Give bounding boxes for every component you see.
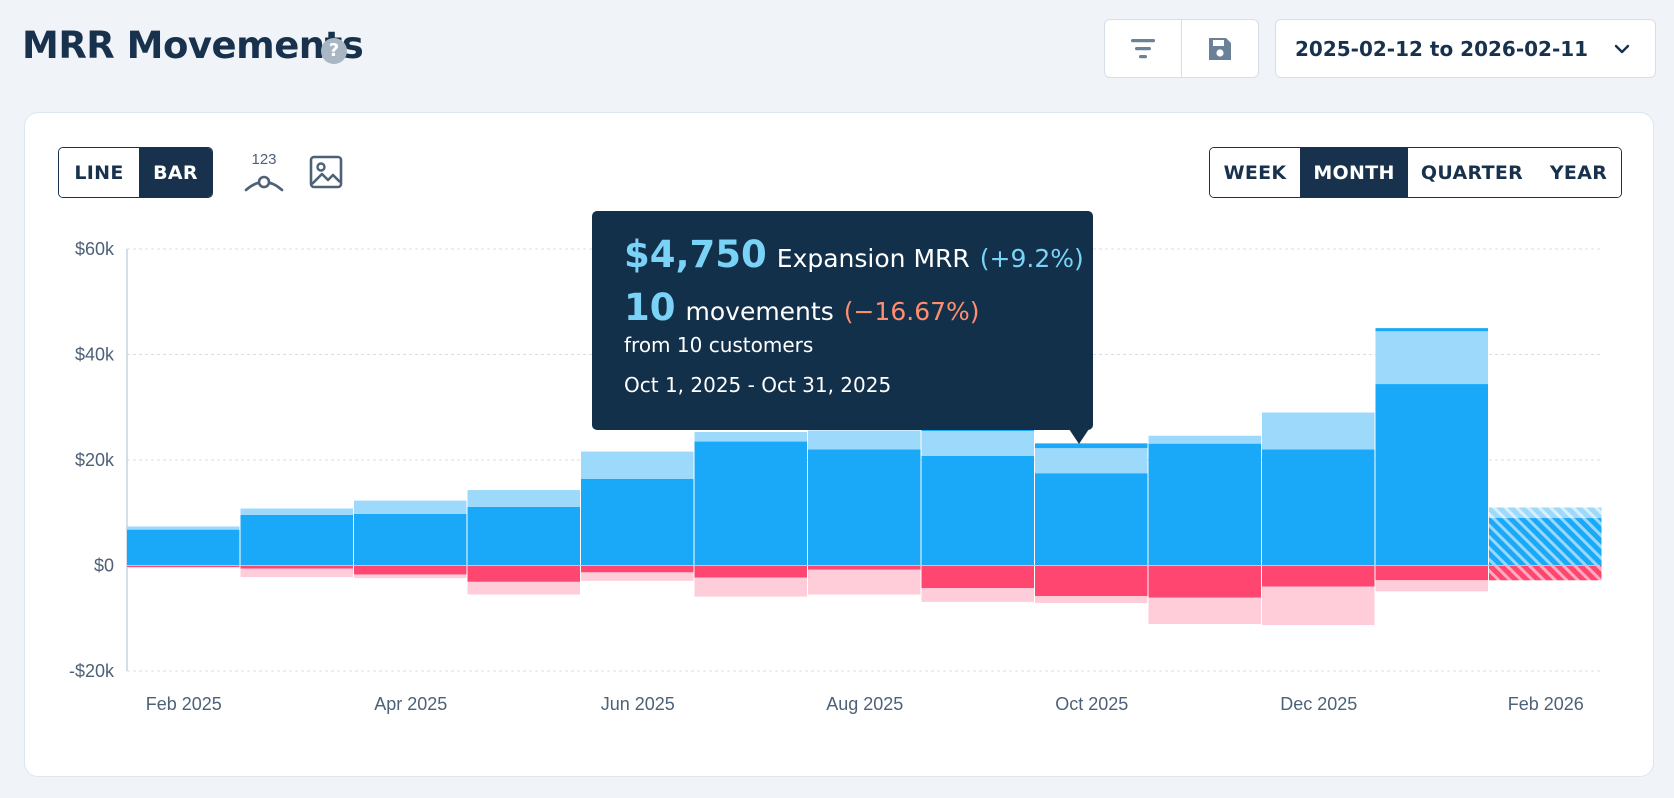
filter-button[interactable] [1105,20,1181,77]
bar-new-mrr [1148,443,1261,566]
bar-contraction-mrr [1375,580,1488,592]
bar-expansion-mrr [1148,435,1261,444]
x-tick-label: Feb 2026 [1508,694,1584,714]
bar-contraction-mrr [240,568,353,578]
bar-churn-mrr [694,565,807,578]
toolbar-group [1104,19,1259,78]
bar-contraction-mrr [467,581,580,595]
y-tick-label: $20k [75,450,115,470]
bar-new-mrr [694,441,807,566]
bar-new-mrr [354,513,467,566]
y-tick-label: -$20k [69,661,115,681]
bar-expansion-mrr [1035,448,1148,474]
bar-churn-mrr [921,565,1034,589]
bar-expansion-mrr [354,500,467,514]
bar-contraction-mrr [1262,586,1375,626]
toggle-bar[interactable]: BAR [139,148,212,197]
bar-new-mrr [808,449,921,566]
toggle-year[interactable]: YEAR [1536,148,1621,197]
bar-new-mrr [240,514,353,566]
bar-new-mrr [1375,384,1488,566]
data-labels-text: 123 [251,151,276,168]
tooltip-count-label: movements [685,297,834,326]
x-tick-label: Feb 2025 [146,694,222,714]
bar-churn-mrr [581,565,694,573]
image-icon [309,155,343,189]
x-tick-label: Apr 2025 [374,694,447,714]
bar-churn-mrr [354,565,467,575]
x-tick-label: Dec 2025 [1280,694,1357,714]
data-labels-icon: 123 [244,151,284,192]
bar-contraction-mrr [127,567,240,568]
date-range-value: 2025-02-12 to 2026-02-11 [1295,36,1589,61]
bar-new-mrr [581,478,694,566]
tooltip-amount-change: (+9.2%) [979,244,1084,273]
tooltip-date-range: Oct 1, 2025 - Oct 31, 2025 [624,373,892,397]
bar-contraction-mrr [581,572,694,581]
tooltip-customers: from 10 customers [624,333,814,357]
toggle-month[interactable]: MONTH [1300,148,1408,197]
bar-new-mrr [1489,518,1602,566]
bar-expansion-mrr [1489,507,1602,519]
bar-churn-mrr [127,565,240,568]
bar-contraction-mrr [808,569,921,595]
bar-churn-mrr [808,565,921,570]
tooltip-count: 10 [624,286,676,329]
bar-churn-mrr [1262,565,1375,587]
toggle-quarter[interactable]: QUARTER [1408,148,1536,197]
bar-new-mrr [127,529,240,566]
tooltip-count-change: (−16.67%) [843,297,980,326]
bar-expansion-mrr [1262,412,1375,450]
help-icon[interactable]: ? [321,38,347,64]
y-tick-label: $60k [75,239,115,259]
y-tick-label: $40k [75,345,115,365]
save-icon [1209,37,1231,60]
toggle-line[interactable]: LINE [59,148,139,197]
bar-top-band [1375,328,1488,332]
period-toggle: WEEK MONTH QUARTER YEAR [1209,147,1622,198]
bar-contraction-mrr [1148,597,1261,625]
bar-expansion-mrr [921,430,1034,456]
bar-churn-mrr [467,565,580,582]
bar-churn-mrr [240,565,353,569]
x-tick-label: Oct 2025 [1055,694,1128,714]
bar-contraction-mrr [1035,596,1148,603]
bar-expansion-mrr [808,430,921,450]
save-button[interactable] [1181,20,1258,77]
bar-new-mrr [1035,473,1148,566]
y-tick-label: $0 [94,556,114,576]
bar-new-mrr [1262,449,1375,566]
bar-churn-mrr [1035,565,1148,597]
bar-contraction-mrr [694,577,807,597]
bar-contraction-mrr [921,588,1034,602]
tooltip-label: Expansion MRR [776,244,970,273]
bar-contraction-mrr [354,574,467,579]
bar-expansion-mrr [1375,331,1488,385]
bar-churn-mrr [1375,565,1488,581]
tooltip-pointer [1069,429,1089,444]
page-title: MRR Movements [22,24,364,67]
chart-type-toggle: LINE BAR [58,147,213,198]
x-tick-label: Aug 2025 [826,694,903,714]
x-tick-label: Jun 2025 [601,694,675,714]
tooltip-amount: $4,750 [624,233,767,276]
bar-expansion-mrr [467,490,580,507]
date-range-picker[interactable]: 2025-02-12 to 2026-02-11 [1275,19,1656,78]
toggle-week[interactable]: WEEK [1210,148,1300,197]
data-labels-button[interactable]: 123 [244,150,284,198]
bar-expansion-mrr [694,432,807,442]
chevron-down-icon [1614,44,1630,54]
bar-expansion-mrr [127,526,240,530]
chart-tooltip: $4,750 Expansion MRR (+9.2%) 10 movement… [592,211,1093,444]
bar-expansion-mrr [581,451,694,479]
download-image-button[interactable] [309,155,343,193]
bar-new-mrr [921,455,1034,566]
filter-icon [1131,38,1155,58]
bar-churn-mrr [1489,565,1602,581]
bar-new-mrr [467,506,580,566]
bar-churn-mrr [1148,565,1261,598]
bar-expansion-mrr [240,508,353,515]
bar-top-band [1035,443,1148,449]
